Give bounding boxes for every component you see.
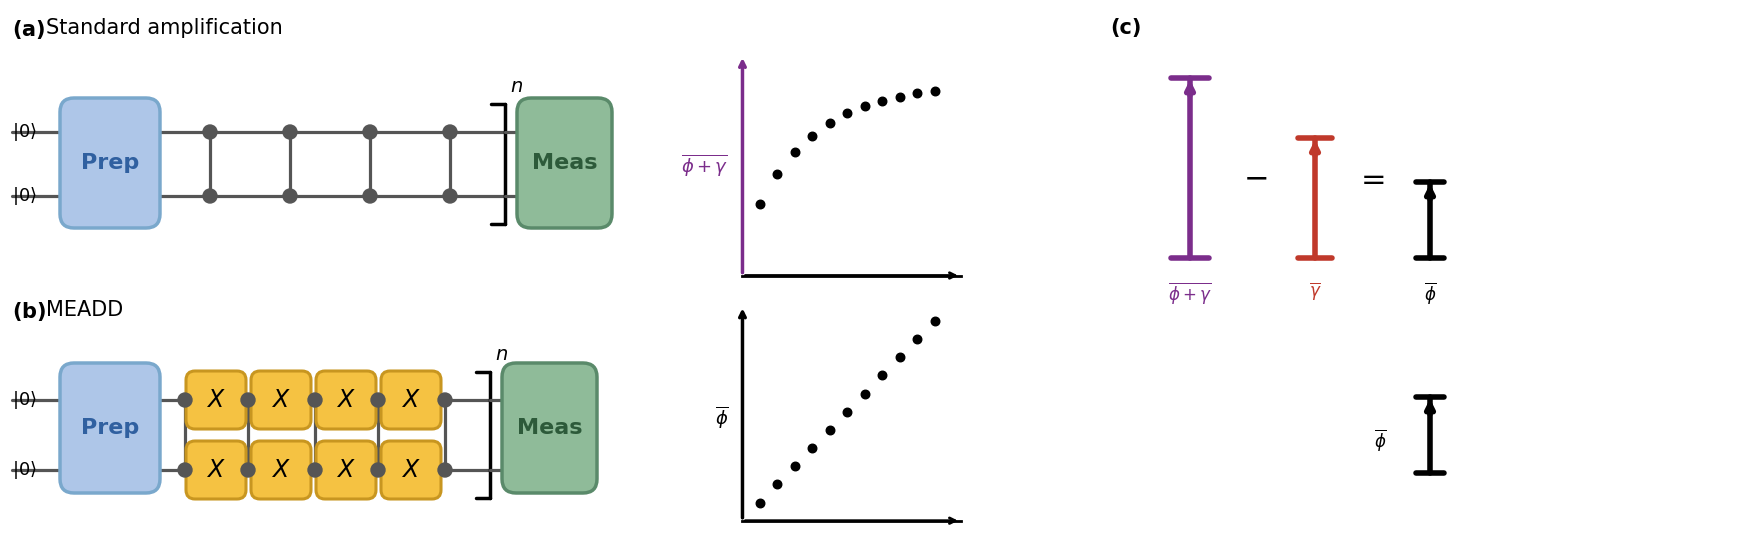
Text: $\overline{\phi+\gamma}$: $\overline{\phi+\gamma}$ bbox=[1169, 280, 1212, 306]
FancyBboxPatch shape bbox=[381, 441, 440, 499]
Point bbox=[903, 335, 931, 344]
Text: $|0\rangle$: $|0\rangle$ bbox=[12, 121, 37, 143]
Point bbox=[851, 102, 879, 111]
Text: MEADD: MEADD bbox=[45, 300, 124, 320]
Point bbox=[816, 425, 844, 434]
Circle shape bbox=[307, 463, 321, 477]
Text: $\bf{(b)}$: $\bf{(b)}$ bbox=[12, 300, 45, 323]
Text: $|0\rangle$: $|0\rangle$ bbox=[12, 185, 37, 207]
FancyBboxPatch shape bbox=[517, 98, 611, 228]
FancyBboxPatch shape bbox=[316, 371, 376, 429]
Point bbox=[798, 444, 826, 452]
FancyBboxPatch shape bbox=[59, 363, 161, 493]
Point bbox=[798, 131, 826, 140]
Text: $\it{X}$: $\it{X}$ bbox=[206, 458, 225, 482]
Text: $\it{X}$: $\it{X}$ bbox=[271, 388, 290, 412]
Text: Prep: Prep bbox=[80, 153, 140, 173]
Circle shape bbox=[203, 125, 217, 139]
Text: $\overline{\phi}$: $\overline{\phi}$ bbox=[715, 404, 728, 430]
Text: $\overline{\phi+\gamma}$: $\overline{\phi+\gamma}$ bbox=[681, 153, 728, 178]
Text: $\it{X}$: $\it{X}$ bbox=[402, 458, 421, 482]
Text: $n$: $n$ bbox=[494, 345, 508, 364]
Text: Meas: Meas bbox=[517, 418, 582, 438]
Text: $n$: $n$ bbox=[510, 77, 522, 96]
Text: $=$: $=$ bbox=[1356, 164, 1385, 192]
Point bbox=[868, 96, 896, 105]
Circle shape bbox=[241, 393, 255, 407]
Point bbox=[886, 353, 914, 362]
Text: $\it{X}$: $\it{X}$ bbox=[335, 458, 356, 482]
FancyBboxPatch shape bbox=[59, 98, 161, 228]
Point bbox=[851, 389, 879, 398]
Circle shape bbox=[178, 393, 192, 407]
Circle shape bbox=[178, 463, 192, 477]
Circle shape bbox=[438, 393, 452, 407]
Text: $\overline{\phi}$: $\overline{\phi}$ bbox=[1424, 280, 1436, 306]
Text: $\it{X}$: $\it{X}$ bbox=[206, 388, 225, 412]
FancyBboxPatch shape bbox=[185, 441, 246, 499]
FancyBboxPatch shape bbox=[316, 441, 376, 499]
Text: $n$: $n$ bbox=[840, 309, 854, 327]
Circle shape bbox=[241, 463, 255, 477]
Point bbox=[833, 407, 861, 416]
Text: $\it{X}$: $\it{X}$ bbox=[271, 458, 290, 482]
Circle shape bbox=[438, 463, 452, 477]
Text: (c): (c) bbox=[1109, 18, 1141, 38]
Circle shape bbox=[444, 189, 458, 203]
FancyBboxPatch shape bbox=[252, 371, 311, 429]
Text: Meas: Meas bbox=[531, 153, 597, 173]
Point bbox=[921, 87, 949, 95]
Point bbox=[886, 92, 914, 101]
Text: $|0\rangle$: $|0\rangle$ bbox=[12, 389, 37, 411]
Circle shape bbox=[283, 189, 297, 203]
FancyBboxPatch shape bbox=[501, 363, 597, 493]
Text: $\bf{(a)}$: $\bf{(a)}$ bbox=[12, 18, 45, 41]
Text: $\it{X}$: $\it{X}$ bbox=[402, 388, 421, 412]
Point bbox=[746, 199, 774, 208]
Text: $|0\rangle$: $|0\rangle$ bbox=[12, 459, 37, 481]
Point bbox=[763, 480, 791, 489]
Point bbox=[763, 170, 791, 179]
Circle shape bbox=[307, 393, 321, 407]
Point bbox=[868, 371, 896, 380]
FancyBboxPatch shape bbox=[381, 371, 440, 429]
Text: $\overline{\gamma}$: $\overline{\gamma}$ bbox=[1309, 280, 1321, 302]
Text: $\it{X}$: $\it{X}$ bbox=[335, 388, 356, 412]
Circle shape bbox=[444, 125, 458, 139]
Text: $\overline{\phi}$: $\overline{\phi}$ bbox=[1373, 427, 1387, 453]
Point bbox=[816, 118, 844, 127]
Text: $-$: $-$ bbox=[1242, 164, 1267, 192]
Point bbox=[781, 148, 809, 156]
Point bbox=[833, 109, 861, 118]
Point bbox=[903, 89, 931, 98]
Point bbox=[746, 498, 774, 507]
Circle shape bbox=[370, 393, 384, 407]
Text: Prep: Prep bbox=[80, 418, 140, 438]
Point bbox=[921, 317, 949, 326]
Circle shape bbox=[283, 125, 297, 139]
Text: Standard amplification: Standard amplification bbox=[45, 18, 283, 38]
Circle shape bbox=[370, 463, 384, 477]
Point bbox=[781, 462, 809, 471]
Circle shape bbox=[363, 189, 377, 203]
FancyBboxPatch shape bbox=[252, 441, 311, 499]
Circle shape bbox=[363, 125, 377, 139]
Circle shape bbox=[203, 189, 217, 203]
FancyBboxPatch shape bbox=[185, 371, 246, 429]
